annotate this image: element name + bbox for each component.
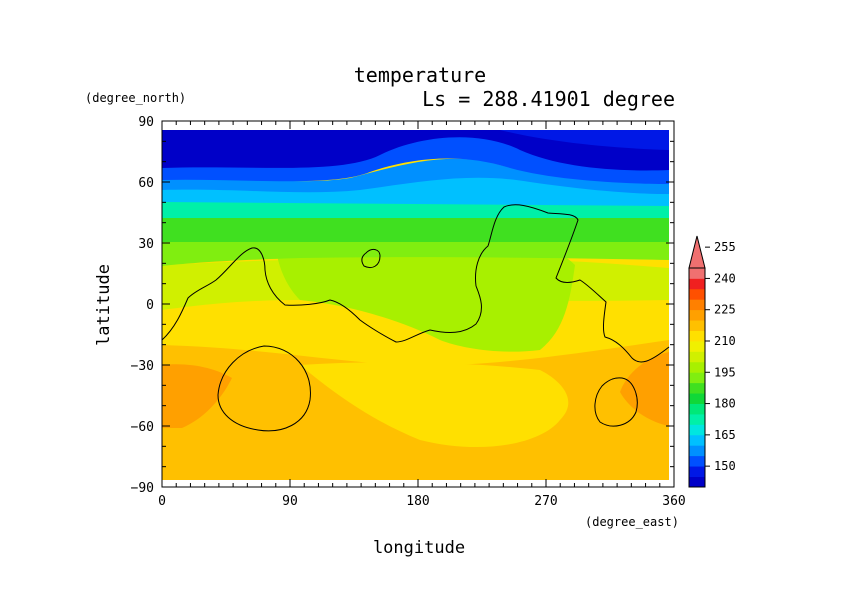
zero-contour-lines <box>161 204 670 432</box>
colorbar-segment <box>689 466 705 477</box>
colorbar-segment <box>689 361 705 373</box>
x-tick-label: 90 <box>282 494 298 509</box>
colorbar-label: 210 <box>714 334 736 348</box>
contour-main <box>161 204 670 363</box>
contour-north-small <box>361 248 381 269</box>
colorbar-segment <box>689 351 705 363</box>
colorbar-segment <box>689 434 705 446</box>
colorbar-segment <box>689 278 705 290</box>
chart-title: temperature <box>354 63 486 87</box>
y-tick-label: −90 <box>131 481 154 496</box>
contour-southwest-loop <box>217 345 311 432</box>
chart-subtitle: Ls = 288.41901 degree <box>422 87 675 111</box>
colorbar-label: 225 <box>714 303 736 317</box>
y-axis-label: latitude <box>94 264 114 346</box>
colorbar-segment <box>689 382 705 394</box>
colorbar-segment <box>689 445 705 457</box>
y-tick-label: 60 <box>138 176 154 191</box>
colorbar-segment <box>689 476 705 488</box>
colorbar-label: 150 <box>714 459 736 473</box>
colorbar-segment <box>689 330 705 342</box>
x-tick-label: 270 <box>534 494 557 509</box>
band-green <box>162 211 669 242</box>
band-lime <box>275 238 575 352</box>
y-units-label: (degree_north) <box>85 91 186 105</box>
temperature-field <box>162 130 669 480</box>
colorbar-label: 180 <box>714 397 736 411</box>
band-darkest-blue <box>162 130 669 150</box>
colorbar-segment <box>689 455 705 467</box>
colorbar-label: 240 <box>714 271 736 285</box>
colorbar-label: 255 <box>714 240 736 254</box>
colorbar-segment <box>689 309 705 321</box>
colorbar-extend-arrow <box>688 235 706 269</box>
colorbar-segment <box>689 268 705 279</box>
colorbar-segment <box>689 393 705 404</box>
y-tick-label: −30 <box>131 359 154 374</box>
band-light-green <box>162 240 669 266</box>
band-dark-orange-west <box>162 364 232 428</box>
x-axis-ticks: 0 90 180 270 360 <box>158 121 686 509</box>
x-units-label: (degree_east) <box>585 515 679 529</box>
y-tick-label: 90 <box>138 115 154 130</box>
x-tick-label: 0 <box>158 494 166 509</box>
x-tick-label: 180 <box>406 494 429 509</box>
band-sky-blue <box>162 158 669 194</box>
y-axis-ticks: 90 60 30 0 −30 −60 −90 <box>131 115 674 496</box>
band-yellow-mid <box>300 362 569 448</box>
colorbar-segment <box>689 424 705 436</box>
x-tick-label: 360 <box>662 494 685 509</box>
y-tick-label: 0 <box>146 298 154 313</box>
colorbar-frame <box>688 267 706 488</box>
contour-southeast-loop <box>594 377 638 427</box>
band-dark-orange-east <box>620 352 669 426</box>
colorbar-segment <box>689 341 705 352</box>
x-axis-label: longitude <box>373 538 465 558</box>
colorbar-label: 165 <box>714 428 736 442</box>
colorbar-segment <box>689 320 705 331</box>
y-tick-label: 30 <box>138 237 154 252</box>
band-dark-blue <box>162 130 669 171</box>
colorbar-segment <box>689 414 705 425</box>
y-tick-label: −60 <box>131 420 154 435</box>
colorbar-segment <box>689 288 705 300</box>
colorbar-segment <box>689 299 705 311</box>
colorbar-label: 195 <box>714 365 736 379</box>
colorbar-segment <box>689 403 705 415</box>
colorbar-segment <box>689 372 705 384</box>
colorbar: 150 165 180 195 210 225 240 255 <box>688 235 736 488</box>
